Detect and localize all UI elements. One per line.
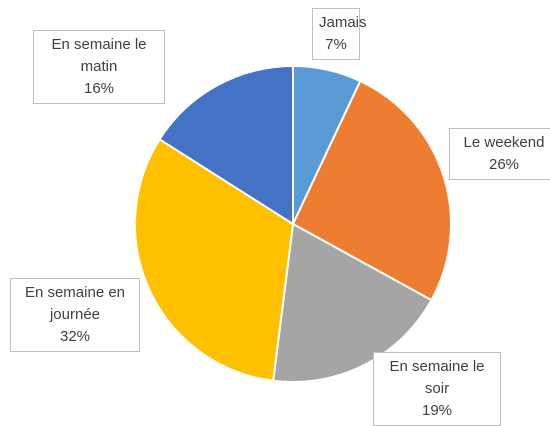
pie-slice: [158, 64, 294, 226]
label-name: En semaine le soir: [389, 358, 485, 397]
data-label: En semaine le matin 16%: [33, 30, 165, 104]
label-name: Le weekend: [463, 134, 545, 151]
label-value: 16%: [83, 80, 115, 97]
data-label: En semaine en journée 32%: [10, 278, 140, 352]
label-name: Jamais: [319, 14, 367, 31]
label-name: En semaine en journée: [24, 284, 126, 323]
label-value: 32%: [59, 328, 91, 345]
data-label: Jamais 7%: [312, 8, 367, 60]
data-label: Le weekend 26%: [449, 128, 550, 180]
pie-slice: [272, 222, 433, 383]
label-value: 26%: [488, 156, 520, 173]
data-label: En semaine le soir 19%: [373, 352, 501, 426]
label-value: 19%: [421, 402, 453, 419]
label-name: En semaine le matin: [51, 36, 147, 75]
label-value: 7%: [325, 36, 347, 53]
